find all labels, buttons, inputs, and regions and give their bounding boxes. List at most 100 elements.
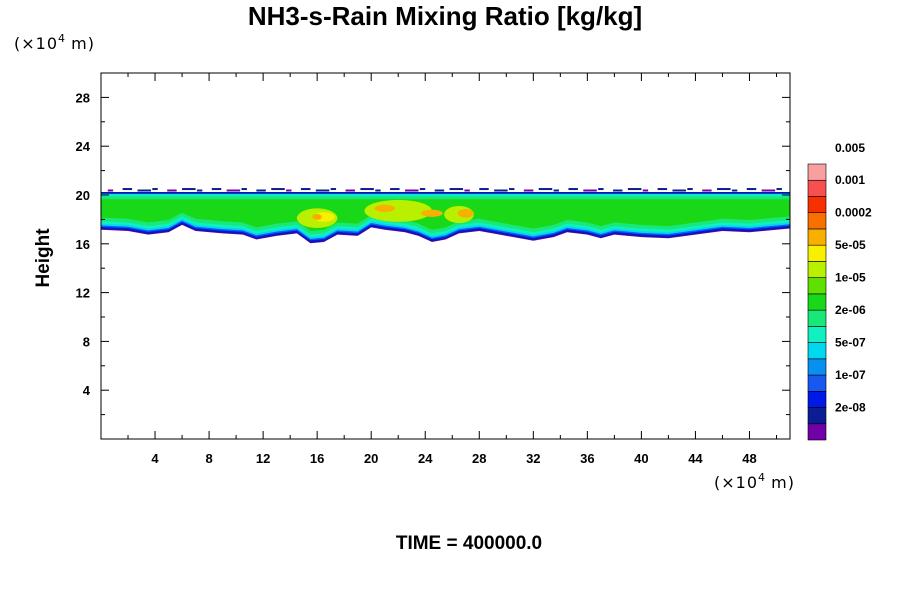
top-fringe — [494, 189, 508, 192]
plot-frame — [100, 72, 791, 440]
colorbar-label: 1e-05 — [835, 271, 866, 285]
y-axis-label: Height — [33, 228, 54, 288]
top-fringe — [122, 188, 133, 191]
top-fringe — [568, 188, 578, 191]
colorbar-swatch — [807, 244, 827, 262]
top-fringe — [717, 188, 731, 191]
y-tick-label: 8 — [83, 334, 90, 349]
top-fringe — [419, 188, 426, 191]
x-tick-label: 12 — [256, 451, 270, 466]
x-tick-label: 16 — [310, 451, 324, 466]
colorbar-label: 5e-07 — [835, 336, 866, 350]
time-label: TIME = 400000.0 — [396, 533, 542, 554]
layer-core-6 — [457, 209, 474, 218]
colorbar-label: 0.001 — [835, 173, 865, 187]
top-fringe — [226, 189, 241, 192]
top-fringe — [404, 189, 419, 192]
colorbar-swatch — [807, 163, 827, 181]
top-fringe — [776, 188, 782, 191]
top-fringe — [702, 189, 712, 192]
x-tick-label: 28 — [472, 451, 486, 466]
top-fringe — [672, 189, 686, 192]
x-tick-label: 8 — [205, 451, 212, 466]
colorbar-label: 5e-05 — [835, 238, 866, 252]
top-fringe — [300, 188, 311, 191]
colorbar-swatch — [807, 309, 827, 327]
top-fringe — [731, 189, 738, 192]
top-fringe — [464, 189, 470, 192]
top-fringe — [375, 189, 381, 192]
colorbar-label: 2e-08 — [835, 401, 866, 415]
top-fringe — [196, 189, 203, 192]
plot-area — [101, 73, 790, 439]
top-fringe — [211, 188, 222, 191]
cloud-layer — [101, 188, 790, 244]
colorbar-label: 0.005 — [835, 141, 865, 155]
colorbar-swatch — [807, 277, 827, 295]
top-fringe — [508, 188, 515, 191]
colorbar-label: 2e-06 — [835, 303, 866, 317]
colorbar-swatch — [807, 261, 827, 278]
top-fringe — [256, 189, 266, 192]
colorbar-swatch — [807, 212, 827, 230]
colorbar-swatch — [807, 293, 827, 311]
top-fringe — [167, 189, 177, 192]
top-fringe — [434, 189, 445, 192]
y-axis: 4 8 12 16 20 24 28 — [76, 90, 790, 416]
y-tick-label: 4 — [83, 383, 91, 398]
x-tick-label: 36 — [580, 451, 594, 466]
colorbar-swatch — [807, 374, 827, 392]
layer-core-7 — [312, 213, 322, 221]
top-fringe — [657, 188, 668, 191]
y-tick-label: 28 — [76, 90, 90, 105]
colorbar-swatch — [807, 390, 827, 408]
top-fringe — [360, 188, 374, 191]
layer-core-1 — [364, 199, 432, 222]
colorbar: 2e-08 1e-07 5e-07 2e-06 1e-05 5e-05 0.0002 0.00… — [807, 141, 872, 441]
top-fringe — [152, 188, 158, 191]
x-tick-label: 48 — [742, 451, 756, 466]
top-fringe — [137, 189, 151, 192]
x-axis: 4 8 12 16 20 24 28 32 36 40 44 48 — [127, 73, 777, 466]
y-unit-tail: m) — [65, 34, 95, 53]
x-axis-unit: (×104 m) — [714, 471, 795, 492]
y-unit-exp: 4 — [58, 32, 65, 45]
colorbar-swatch — [807, 196, 827, 214]
x-unit-tail: m) — [765, 473, 795, 492]
colorbar-label: 1e-07 — [835, 368, 866, 382]
x-tick-label: 20 — [364, 451, 378, 466]
top-fringe — [286, 189, 292, 192]
colorbar-swatch — [807, 358, 827, 376]
top-fringe — [687, 188, 693, 191]
colorbar-swatch — [807, 326, 827, 343]
top-fringe — [538, 188, 553, 191]
top-fringe — [583, 189, 597, 192]
y-tick-label: 12 — [76, 286, 90, 301]
top-fringe — [241, 188, 247, 191]
x-tick-label: 32 — [526, 451, 540, 466]
top-fringe — [613, 189, 623, 192]
top-fringe — [345, 189, 355, 192]
top-fringe — [598, 188, 604, 191]
colorbar-swatch — [807, 179, 827, 197]
top-fringe — [642, 189, 649, 192]
x-tick-label: 4 — [151, 451, 159, 466]
x-tick-label: 44 — [688, 451, 703, 466]
colorbar-label: 0.0002 — [835, 206, 872, 220]
y-axis-unit: (×104 m) — [14, 32, 95, 53]
top-fringe — [523, 189, 534, 192]
x-unit-base: (×10 — [714, 473, 758, 492]
y-tick-label: 24 — [76, 139, 91, 154]
colorbar-swatch — [807, 423, 827, 441]
x-tick-label: 40 — [634, 451, 648, 466]
colorbar-swatch — [807, 228, 827, 246]
top-fringe — [449, 188, 464, 191]
y-unit-base: (×10 — [14, 34, 58, 53]
top-fringe — [627, 188, 642, 191]
top-fringe — [761, 189, 776, 192]
top-fringe — [182, 188, 196, 191]
y-tick-label: 16 — [76, 237, 90, 252]
top-fringe — [553, 189, 559, 192]
top-fringe — [746, 188, 757, 191]
